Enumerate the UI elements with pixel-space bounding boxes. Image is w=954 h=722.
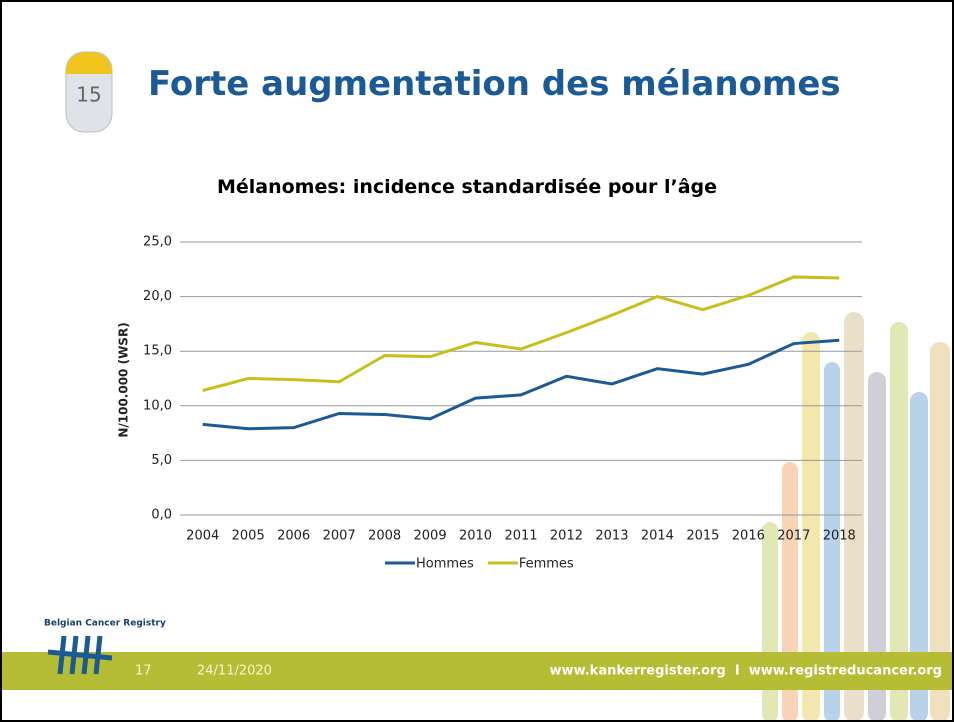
x-tick-label: 2015 [686, 529, 719, 544]
slide: 15 Belgian Cancer Registry 17 24/11/2020… [0, 0, 954, 722]
y-tick-label: 20,0 [143, 289, 172, 304]
chart: 15 Belgian Cancer Registry 17 24/11/2020… [2, 2, 952, 720]
page-number: 17 [135, 664, 152, 679]
y-tick-label: 5,0 [151, 453, 172, 468]
series-line [203, 277, 840, 391]
x-tick-label: 2008 [368, 529, 401, 544]
x-tick-label: 2010 [459, 529, 492, 544]
x-tick-label: 2006 [277, 529, 310, 544]
chart-title: Mélanomes: incidence standardisée pour l… [202, 174, 732, 200]
milestone-icon: 15 [66, 52, 112, 132]
y-tick-label: 0,0 [151, 508, 172, 523]
y-tick-label: 10,0 [143, 398, 172, 413]
x-tick-label: 2011 [504, 529, 537, 544]
x-tick-label: 2004 [186, 529, 219, 544]
y-axis-label: N/100.000 (WSR) [117, 322, 131, 437]
y-tick-label: 25,0 [143, 235, 172, 250]
x-tick-label: 2018 [823, 529, 856, 544]
logo-text: Belgian Cancer Registry [44, 619, 166, 629]
icon-label: 15 [76, 83, 101, 107]
x-tick-label: 2017 [777, 529, 810, 544]
x-tick-label: 2005 [232, 529, 265, 544]
date: 24/11/2020 [197, 664, 272, 679]
legend-label: Hommes [416, 557, 474, 572]
series-line [203, 340, 840, 428]
legend-label: Femmes [519, 557, 574, 572]
x-tick-label: 2009 [414, 529, 447, 544]
x-tick-label: 2007 [323, 529, 356, 544]
x-tick-label: 2013 [595, 529, 628, 544]
y-tick-label: 15,0 [143, 344, 172, 359]
slide-title: Forte augmentation des mélanomes [148, 64, 841, 104]
websites: www.kankerregister.org I www.registreduc… [550, 664, 942, 679]
x-tick-label: 2016 [732, 529, 765, 544]
x-tick-label: 2014 [641, 529, 674, 544]
x-tick-label: 2012 [550, 529, 583, 544]
